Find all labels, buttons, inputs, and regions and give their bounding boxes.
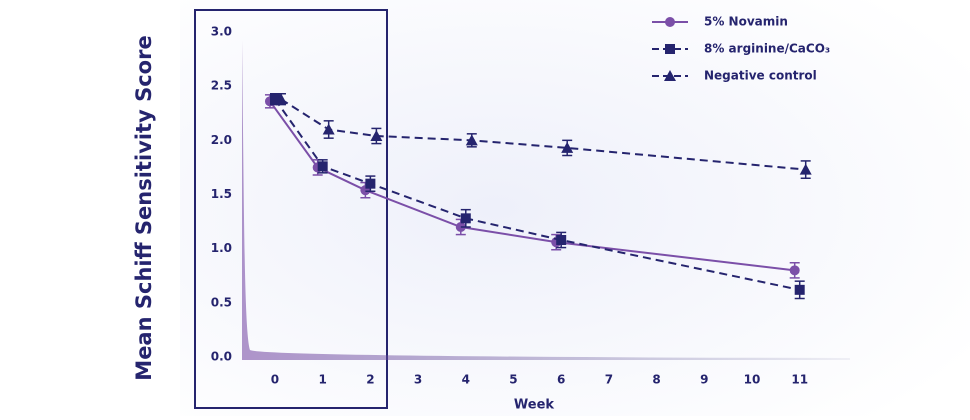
legend-label: 8% arginine/CaCO₃ <box>704 42 830 56</box>
legend-marker <box>665 44 675 54</box>
y-tick-label: 0.0 <box>211 350 232 364</box>
y-tick-label: 1.0 <box>211 241 232 255</box>
data-point <box>556 235 567 245</box>
x-tick-label: 0 <box>271 373 279 387</box>
data-point <box>794 284 805 295</box>
data-point <box>322 123 335 135</box>
plot: 0.0 0.5 1.0 1.5 2.0 2.5 3.0 0 1 2 3 4 5 6 7 8 9 10 11 <box>211 25 812 387</box>
y-tick-label: 2.5 <box>211 79 232 93</box>
data-point <box>465 134 478 146</box>
data-point <box>269 94 280 105</box>
highlight-box <box>194 9 388 409</box>
y-tick-label: 2.0 <box>211 133 232 147</box>
data-point <box>317 161 328 172</box>
background <box>180 0 970 416</box>
x-tick-label: 8 <box>652 373 660 387</box>
x-tick-label: 9 <box>700 373 708 387</box>
data-point <box>274 93 287 105</box>
x-tick-label: 3 <box>414 373 422 387</box>
x-tick-label: 6 <box>557 373 565 387</box>
series-line <box>274 98 800 291</box>
legend-marker <box>665 17 675 27</box>
data-point <box>561 141 574 153</box>
legend-marker <box>664 70 676 81</box>
x-tick-label: 1 <box>318 373 326 387</box>
legend-label: 5% Novamin <box>704 15 788 29</box>
y-tick-label: 3.0 <box>211 25 232 39</box>
data-point <box>365 178 376 189</box>
x-tick-label: 11 <box>791 373 808 387</box>
x-tick-label: 2 <box>366 373 374 387</box>
x-tick-label: 5 <box>509 373 517 387</box>
data-point <box>789 265 800 276</box>
data-point <box>460 213 471 224</box>
y-tick-label: 0.5 <box>211 295 232 309</box>
legend: 5% Novamin 8% arginine/CaCO₃ Negative cont… <box>652 15 830 83</box>
data-point <box>370 130 383 141</box>
x-tick-label: 10 <box>744 373 761 387</box>
y-tick-label: 1.5 <box>211 187 232 201</box>
x-axis-label: Week <box>514 398 555 413</box>
x-tick-label: 7 <box>605 373 613 387</box>
data-point <box>799 163 812 175</box>
legend-label: Negative control <box>704 69 817 83</box>
x-tick-label: 4 <box>462 373 470 387</box>
y-axis-label: Mean Schiff Sensitivity Score <box>132 35 156 380</box>
